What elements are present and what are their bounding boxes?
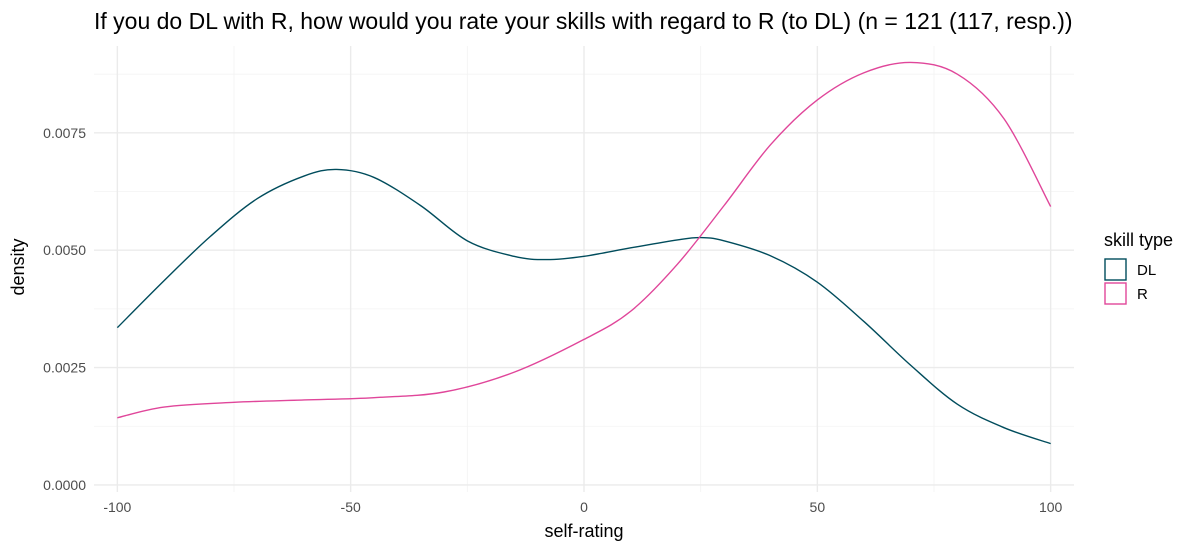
y-tick-label: 0.0075 xyxy=(43,125,86,141)
x-tick-label: 0 xyxy=(580,499,588,515)
x-tick-label: 50 xyxy=(810,499,826,515)
x-tick-label: -100 xyxy=(103,499,131,515)
legend-label-dl: DL xyxy=(1137,262,1156,279)
legend-title: skill type xyxy=(1104,230,1173,250)
x-tick-label: -50 xyxy=(341,499,361,515)
legend: skill type DL R xyxy=(1104,230,1173,305)
legend-key-r xyxy=(1104,282,1127,305)
series-layer xyxy=(116,61,1052,445)
legend-label-r: R xyxy=(1137,286,1148,303)
x-tick-label: 100 xyxy=(1039,499,1063,515)
y-tick-label: 0.0050 xyxy=(43,242,86,258)
chart-title: If you do DL with R, how would you rate … xyxy=(94,8,1073,34)
y-axis-title: density xyxy=(8,238,28,295)
y-tick-label: 0.0025 xyxy=(43,360,86,376)
x-axis-ticks: -100 -50 0 50 100 xyxy=(103,499,1062,515)
x-axis-title: self-rating xyxy=(544,521,623,541)
legend-items: DL R xyxy=(1104,258,1156,305)
series-line-dl xyxy=(116,168,1051,445)
major-gridlines xyxy=(94,46,1074,492)
legend-key-dl xyxy=(1104,258,1127,281)
series-line-r xyxy=(117,61,1052,419)
y-axis-ticks: 0.0000 0.0025 0.0050 0.0075 xyxy=(43,125,86,493)
y-tick-label: 0.0000 xyxy=(43,477,86,493)
